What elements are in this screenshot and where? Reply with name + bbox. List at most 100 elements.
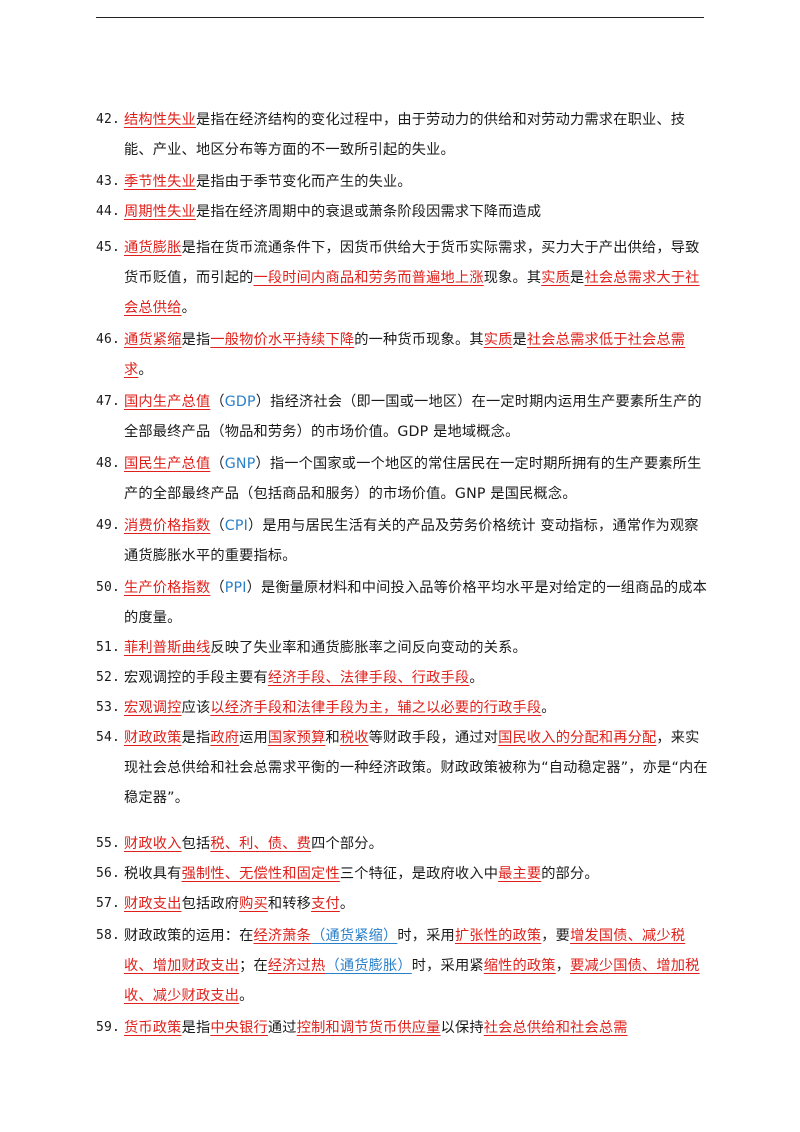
- item-number: 57.: [96, 896, 121, 911]
- item-number: 55.: [96, 836, 121, 851]
- item-text: 财政政策是指政府运用国家预算和税收等财政手段，通过对国民收入的分配和再分配，来实…: [124, 723, 708, 813]
- text: 时，采用紧: [411, 958, 484, 974]
- text: 是指: [181, 730, 211, 746]
- term: 强制性、无偿性和固定性: [181, 866, 340, 882]
- term: 季节性失业: [124, 174, 196, 190]
- text: 。: [181, 300, 196, 316]
- text: 现象。其: [483, 270, 542, 286]
- term: 国民收入的分配和再分配: [498, 730, 657, 746]
- item-number: 54.: [96, 730, 121, 745]
- term: 经济过热: [267, 958, 326, 974]
- text: 是: [570, 270, 585, 286]
- text: 是指在经济结构的变化过程中，由于劳动力的供给和对劳动力需求在职业、技能、产业、地…: [124, 112, 686, 158]
- text: ）指经济社会（即一国或一地区）在一定时期内运用生产要素所生产的全部最终产品（物品…: [124, 394, 702, 440]
- term: 社会总需求大于社会总供给: [124, 270, 700, 316]
- list-item: 49. 消费价格指数（CPI）是用与居民生活有关的产品及劳务价格统计 变动指标，通…: [96, 511, 708, 571]
- item-text: 生产价格指数（PPI）是衡量原材料和中间投入品等价格平均水平是对给定的一组商品的…: [124, 573, 708, 633]
- list-item: 51. 菲利普斯曲线反映了失业率和通货膨胀率之间反向变动的关系。: [96, 633, 708, 663]
- term: 政府: [210, 730, 240, 746]
- text: ）是用与居民生活有关的产品及劳务价格统计 变动指标，通常作为观察通货膨胀水平的重…: [124, 518, 699, 564]
- item-number: 51.: [96, 640, 121, 655]
- abbreviation: GNP: [224, 456, 256, 472]
- term: 缩性的政策: [483, 958, 556, 974]
- item-number: 44.: [96, 204, 121, 219]
- term: 控制和调节货币供应量: [296, 1020, 441, 1036]
- item-number: 53.: [96, 700, 121, 715]
- text: 是指: [181, 1020, 211, 1036]
- term: 社会总需求低于社会总需求: [124, 332, 686, 378]
- text: 是指: [181, 332, 211, 348]
- document-body: 42. 结构性失业是指在经济结构的变化过程中，由于劳动力的供给和对劳动力需求在职业…: [96, 105, 708, 1043]
- term: 扩张性的政策: [454, 928, 542, 944]
- item-text: 财政收入包括税、利、债、费四个部分。: [124, 829, 708, 859]
- text: 是指由于季节变化而产生的失业。: [195, 174, 412, 190]
- text: 是指在经济周期中的衰退或萧条阶段因需求下降而造成: [195, 204, 542, 220]
- item-text: 财政政策的运用：在经济萧条（通货紧缩）时，采用扩张性的政策，要增发国债、减少税收…: [124, 921, 708, 1011]
- item-number: 49.: [96, 518, 121, 533]
- term: 周期性失业: [124, 204, 196, 220]
- list-item: 53. 宏观调控应该以经济手段和法律手段为主，辅之以必要的行政手段。: [96, 693, 708, 723]
- text: ）指一个国家或一个地区的常住居民在一定时期所拥有的生产要素所生产的全部最终产品（…: [124, 456, 702, 502]
- text: 财政政策的运用：在: [124, 928, 254, 944]
- item-text: 结构性失业是指在经济结构的变化过程中，由于劳动力的供给和对劳动力需求在职业、技能…: [124, 105, 708, 165]
- abbreviation: PPI: [224, 580, 247, 596]
- text: 四个部分。: [311, 836, 384, 852]
- term: 货币政策: [124, 1020, 182, 1036]
- item-number: 42.: [96, 112, 121, 127]
- item-text: 宏观调控应该以经济手段和法律手段为主，辅之以必要的行政手段。: [124, 693, 708, 723]
- list-item: 50. 生产价格指数（PPI）是衡量原材料和中间投入品等价格平均水平是对给定的一组…: [96, 573, 708, 633]
- text: ，: [555, 958, 571, 974]
- list-item: 56. 税收具有强制性、无偿性和固定性三个特征，是政府收入中最主要的部分。: [96, 859, 708, 889]
- list-item: 54. 财政政策是指政府运用国家预算和税收等财政手段，通过对国民收入的分配和再分配…: [96, 723, 708, 813]
- list-item: 52. 宏观调控的手段主要有经济手段、法律手段、行政手段。: [96, 663, 708, 693]
- term: 国内生产总值: [124, 394, 211, 410]
- text: ）是衡量原材料和中间投入品等价格平均水平是对给定的一组商品的成本的度量。: [124, 580, 708, 626]
- parenthetical: （通货膨胀）: [325, 958, 412, 974]
- item-text: 通货紧缩是指一般物价水平持续下降的一种货币现象。其实质是社会总需求低于社会总需求…: [124, 325, 708, 385]
- item-number: 48.: [96, 456, 121, 471]
- term: 财政收入: [124, 836, 182, 852]
- text: 。: [239, 988, 254, 1004]
- term: 增发国债、减少税收、增加财政支出: [124, 928, 686, 974]
- item-number: 52.: [96, 670, 121, 685]
- term: 购买: [239, 896, 268, 912]
- item-number: 56.: [96, 866, 121, 881]
- abbreviation: CPI: [224, 518, 248, 534]
- item-text: 财政支出包括政府购买和转移支付。: [124, 889, 708, 919]
- list-item: 44. 周期性失业是指在经济周期中的衰退或萧条阶段因需求下降而造成: [96, 197, 708, 227]
- item-number: 50.: [96, 580, 121, 595]
- list-item: 45. 通货膨胀是指在货币流通条件下，因货币供给大于货币实际需求，买力大于产出供给…: [96, 233, 708, 323]
- text: 税收具有: [124, 866, 182, 882]
- item-text: 通货膨胀是指在货币流通条件下，因货币供给大于货币实际需求，买力大于产出供给，导致…: [124, 233, 708, 323]
- term: 消费价格指数: [124, 518, 211, 534]
- parenthetical: （通货紧缩）: [311, 928, 398, 944]
- text: 。: [339, 896, 355, 912]
- text: ，来实现社会总供给和社会总需求平衡的一种经济政策。财政政策被称为“自动稳定器”，…: [124, 730, 708, 806]
- item-text: 国民生产总值（GNP）指一个国家或一个地区的常住居民在一定时期所拥有的生产要素所…: [124, 449, 708, 509]
- item-number: 58.: [96, 928, 121, 943]
- term: 通货膨胀: [124, 240, 182, 256]
- text: 三个特征，是政府收入中: [339, 866, 499, 882]
- term: 经济萧条: [253, 928, 312, 944]
- text: ；在: [239, 958, 268, 974]
- list-item: 55. 财政收入包括税、利、债、费四个部分。: [96, 829, 708, 859]
- item-number: 46.: [96, 332, 121, 347]
- text: 的部分。: [541, 866, 599, 882]
- item-number: 59.: [96, 1020, 121, 1035]
- list-item: 42. 结构性失业是指在经济结构的变化过程中，由于劳动力的供给和对劳动力需求在职业…: [96, 105, 708, 165]
- term: 实质: [541, 270, 571, 286]
- term: 要减少国债、增加税收、减少财政支出: [124, 958, 700, 1004]
- text: 是: [512, 332, 527, 348]
- text: 。: [138, 362, 153, 378]
- text: 包括: [181, 836, 211, 852]
- item-text: 货币政策是指中央银行通过控制和调节货币供应量以保持社会总供给和社会总需: [124, 1013, 708, 1043]
- term: 通货紧缩: [124, 332, 182, 348]
- text: 时，采用: [397, 928, 455, 944]
- list-item: 48. 国民生产总值（GNP）指一个国家或一个地区的常住居民在一定时期所拥有的生产…: [96, 449, 708, 509]
- term: 一段时间内商品和劳务而普遍地上涨: [253, 270, 484, 286]
- text: （: [210, 518, 225, 534]
- text: （: [210, 456, 225, 472]
- text: 。: [469, 670, 484, 686]
- item-text: 国内生产总值（GDP）指经济社会（即一国或一地区）在一定时期内运用生产要素所生产…: [124, 387, 708, 447]
- text: 包括政府: [181, 896, 240, 912]
